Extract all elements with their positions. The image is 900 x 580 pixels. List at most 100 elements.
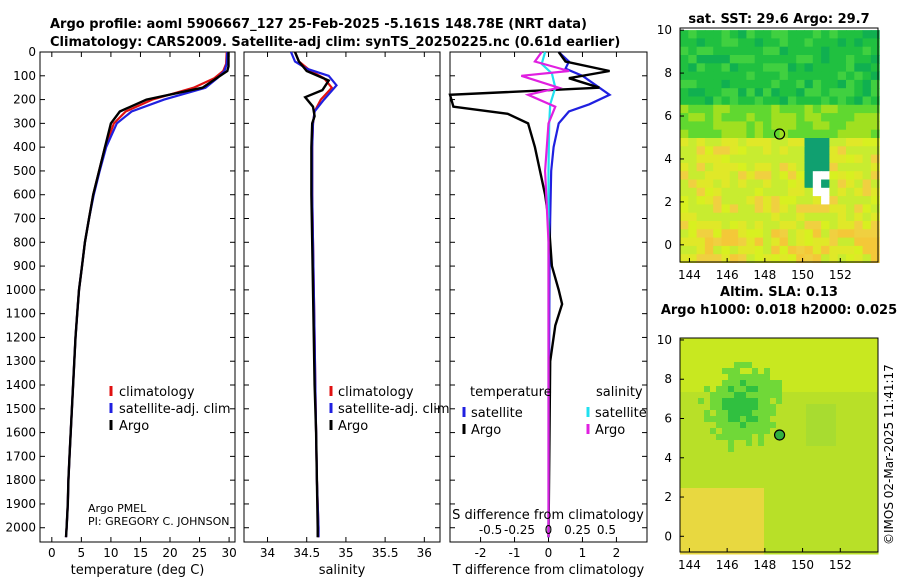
map-cell <box>771 55 781 64</box>
map-cell <box>824 374 831 381</box>
map-cell <box>746 440 753 447</box>
map-cell <box>821 46 830 56</box>
map-cell <box>782 362 789 369</box>
map-cell <box>870 171 880 180</box>
map-cell <box>776 344 783 351</box>
map-cell <box>746 416 753 423</box>
map-cell <box>746 422 753 429</box>
map-cell <box>738 121 747 131</box>
map-cell <box>721 88 731 97</box>
map-cell <box>734 512 741 519</box>
map-cell <box>866 422 873 429</box>
map-cell <box>716 386 723 393</box>
map-cell <box>804 138 814 147</box>
map-cell <box>688 179 698 189</box>
map-cell <box>800 452 807 459</box>
map-cell <box>812 428 819 435</box>
map-cell <box>758 530 765 537</box>
map-cell <box>758 338 765 345</box>
map-cell <box>842 488 849 495</box>
map-cell <box>821 104 830 114</box>
map-cell <box>770 362 777 369</box>
map-cell <box>754 104 764 114</box>
map-cell <box>764 446 771 453</box>
map-cell <box>729 229 739 239</box>
map-cell <box>729 204 739 214</box>
map-cell <box>688 212 698 222</box>
map-cell <box>837 96 847 106</box>
map-cell <box>812 452 819 459</box>
map-cell <box>729 154 739 164</box>
map-cell <box>846 204 855 214</box>
map-cell <box>782 476 789 483</box>
map-cell <box>758 380 765 387</box>
map-cell <box>686 344 693 351</box>
map-cell <box>763 129 772 139</box>
map-cell <box>812 362 819 369</box>
map-cell <box>776 338 783 345</box>
map-cell <box>860 518 867 525</box>
map-cell <box>800 338 807 345</box>
map-cell <box>830 410 837 417</box>
map-cell <box>740 368 747 375</box>
map-cell <box>854 55 864 64</box>
map-cell <box>812 221 822 230</box>
map-cell <box>836 368 843 375</box>
map-cell <box>818 512 825 519</box>
map-cell <box>800 506 807 513</box>
map-cell <box>846 221 855 230</box>
x-tick-label: 34.5 <box>293 546 320 560</box>
map-cell <box>854 374 861 381</box>
map-cell <box>806 434 813 441</box>
map-cell <box>722 464 729 471</box>
map-cell <box>866 356 873 363</box>
map-cell <box>734 524 741 531</box>
map-cell <box>837 179 847 189</box>
map-cell <box>763 63 772 73</box>
map-cell <box>746 79 756 89</box>
map-cell <box>758 536 765 543</box>
map-cell <box>680 129 689 139</box>
map-cell <box>713 212 722 222</box>
map-cell <box>806 416 813 423</box>
map-cell <box>713 55 722 64</box>
map-cell <box>796 63 805 73</box>
map-cell <box>836 458 843 465</box>
x-tick-label: 20 <box>162 546 177 560</box>
map-cell <box>722 386 729 393</box>
map-cell <box>704 30 714 39</box>
map-cell <box>692 500 699 507</box>
map-cell <box>680 30 689 39</box>
map-cell <box>763 254 772 263</box>
map-cell <box>688 71 698 81</box>
x-tick-label: 1 <box>579 546 587 560</box>
map-cell <box>812 512 819 519</box>
map-cell <box>722 368 729 375</box>
map-cell <box>764 434 771 441</box>
map-cell <box>837 196 847 205</box>
map-cell <box>770 440 777 447</box>
map-cell <box>776 470 783 477</box>
y-tick-label: 1500 <box>5 402 36 416</box>
map-cell <box>696 138 706 147</box>
map-cell <box>686 494 693 501</box>
map-cell <box>704 344 711 351</box>
map-cell <box>794 368 801 375</box>
map-cell <box>872 392 879 399</box>
map-cell <box>837 79 847 89</box>
map-cell <box>696 30 706 39</box>
map-cell <box>854 96 864 106</box>
map-cell <box>806 506 813 513</box>
map-cell <box>764 338 771 345</box>
map-cell <box>738 138 747 147</box>
map-cell <box>752 446 759 453</box>
map-cell <box>758 506 765 513</box>
map-cell <box>771 96 781 106</box>
map-cell <box>704 196 714 205</box>
map-cell <box>754 63 764 73</box>
map-cell <box>776 488 783 495</box>
map-cell <box>728 452 735 459</box>
map-cell <box>763 162 772 172</box>
y-tick-label: 300 <box>13 116 36 130</box>
map-cell <box>734 446 741 453</box>
